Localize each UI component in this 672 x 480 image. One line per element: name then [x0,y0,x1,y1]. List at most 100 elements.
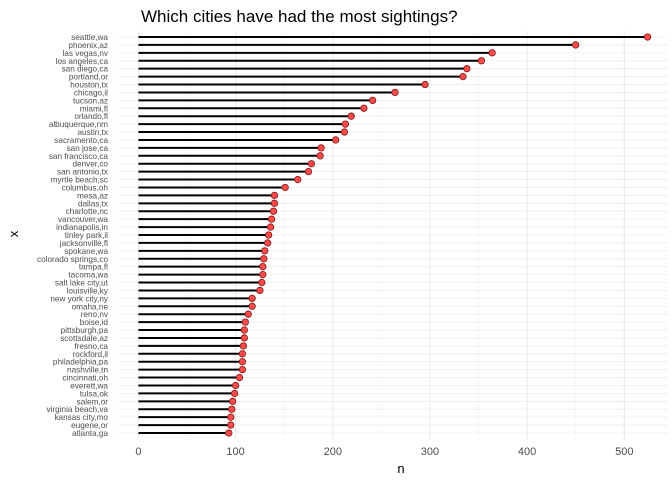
y-tick-label: houston,tx [70,81,108,90]
y-tick-label: nashville,tn [67,366,108,375]
y-tick-label: salem,or [77,397,109,406]
lollipop-point [259,263,267,271]
y-tick-label: tucson,az [73,96,108,105]
lollipop-point [269,207,278,215]
lollipop-point [238,350,247,358]
lollipop-point [244,310,252,318]
y-tick-label: orlando,fl [74,112,108,121]
x-tick-label: 500 [615,446,633,458]
y-tick-label: atlanta,ga [72,429,108,438]
y-tick-label: colorado springs,co [37,255,108,264]
lollipop-point [260,255,268,263]
y-tick-label: spokane,wa [64,247,108,256]
y-tick-label: omaha,ne [72,302,109,311]
y-tick-label: portland,or [69,73,108,82]
lollipop-point [270,199,279,207]
y-tick-label: phoenix,az [68,41,108,50]
lollipop-point [572,41,580,49]
lollipop-point [307,160,316,168]
lollipop-point [368,96,377,105]
chart-title: Which cities have had the most sightings… [141,7,458,26]
y-tick-label: columbus,oh [62,183,109,192]
y-tick-label: philadelphia,pa [53,358,109,367]
y-tick-label: kansas city,mo [54,413,108,422]
lollipop-point [316,152,324,160]
lollipop-point [391,88,399,97]
lollipop-point [294,175,302,184]
lollipop-point [228,405,236,413]
lollipop-point [231,381,240,390]
y-tick-label: boise,id [80,318,109,327]
y-tick-label: denver,co [72,160,108,169]
points-layer [225,33,652,437]
lollipop-point [360,104,368,112]
y-tick-label: eugene,or [71,421,108,430]
y-tick-label: tulsa,ok [80,389,109,398]
y-tick-label: louisville,ky [67,286,109,295]
y-tick-label: everett,wa [70,381,108,390]
lollipop-point [643,33,652,41]
y-tick-label: los angeles,ca [56,57,109,66]
lollipop-point [240,334,248,342]
y-tick-label: san jose,ca [67,144,109,153]
lollipop-point [227,421,235,429]
lollipop-point [421,80,429,89]
lollipop-point [266,223,275,231]
x-axis-title: n [397,461,404,476]
lollipop-point [248,294,256,303]
lollipop-point [264,231,273,239]
y-tick-label: myrtle beach,sc [51,176,108,185]
lollipop-point [304,167,313,176]
y-tick-label: miami,fl [80,104,108,113]
y-tick-label: san antonio,tx [57,168,108,177]
y-tick-label: pittsburgh,pa [61,326,109,335]
lollipop-point [235,373,244,382]
y-tick-label: sacramento,ca [54,136,108,145]
y-tick-label: austin,tx [78,128,109,137]
lollipop-point [459,72,467,81]
y-tick-label: scottsdale,az [60,334,108,343]
y-tick-label: albuquerque,nm [49,120,108,129]
y-tick-label: dallas,tx [78,199,108,208]
y-tick-label: seattle,wa [71,33,108,42]
y-tick-label: tacoma,wa [68,271,108,280]
lollipop-point [256,286,264,295]
x-tick-label: 200 [324,446,342,458]
lollipop-point [238,358,247,366]
y-tick-label: chicago,il [74,88,108,97]
y-tick-label: tampa,fl [79,263,108,272]
lollipop-point [230,389,239,398]
y-tick-label: vancouver,wa [58,215,109,224]
lollipop-point [341,120,350,128]
y-tick-label: indianapolis,in [56,223,108,232]
y-tick-label: mesa,az [77,191,108,200]
y-axis-title: x [6,230,21,237]
x-tick-label: 0 [135,446,141,458]
y-tick-label: salt lake city,ut [55,279,109,288]
x-tick-labels: 0 100 200 300 400 500 [135,446,633,458]
lollipop-point [463,65,471,73]
y-tick-label: san diego,ca [62,65,109,74]
lollipop-point [229,397,237,405]
lollipop-point [259,270,267,279]
y-tick-label: rockford,il [73,350,109,359]
x-tick-label: 300 [421,446,439,458]
x-tick-label: 100 [226,446,244,458]
y-tick-label: tinley park,il [65,231,108,240]
lollipop-point [317,144,325,152]
lollipop-point [258,278,266,287]
y-tick-label: reno,nv [81,310,109,319]
y-tick-label: jacksonville,fl [59,239,108,248]
lollipop-point [267,215,276,223]
y-tick-label: fresno,ca [74,342,108,351]
lollipop-point [281,183,289,192]
lollipop-point [225,429,233,437]
y-tick-label: charlotte,nc [66,207,108,216]
lollipop-point [347,112,355,120]
lollipop-point [477,57,486,65]
lollipop-point [240,326,248,334]
lollipop-point [270,191,279,200]
stems-layer [138,36,648,434]
